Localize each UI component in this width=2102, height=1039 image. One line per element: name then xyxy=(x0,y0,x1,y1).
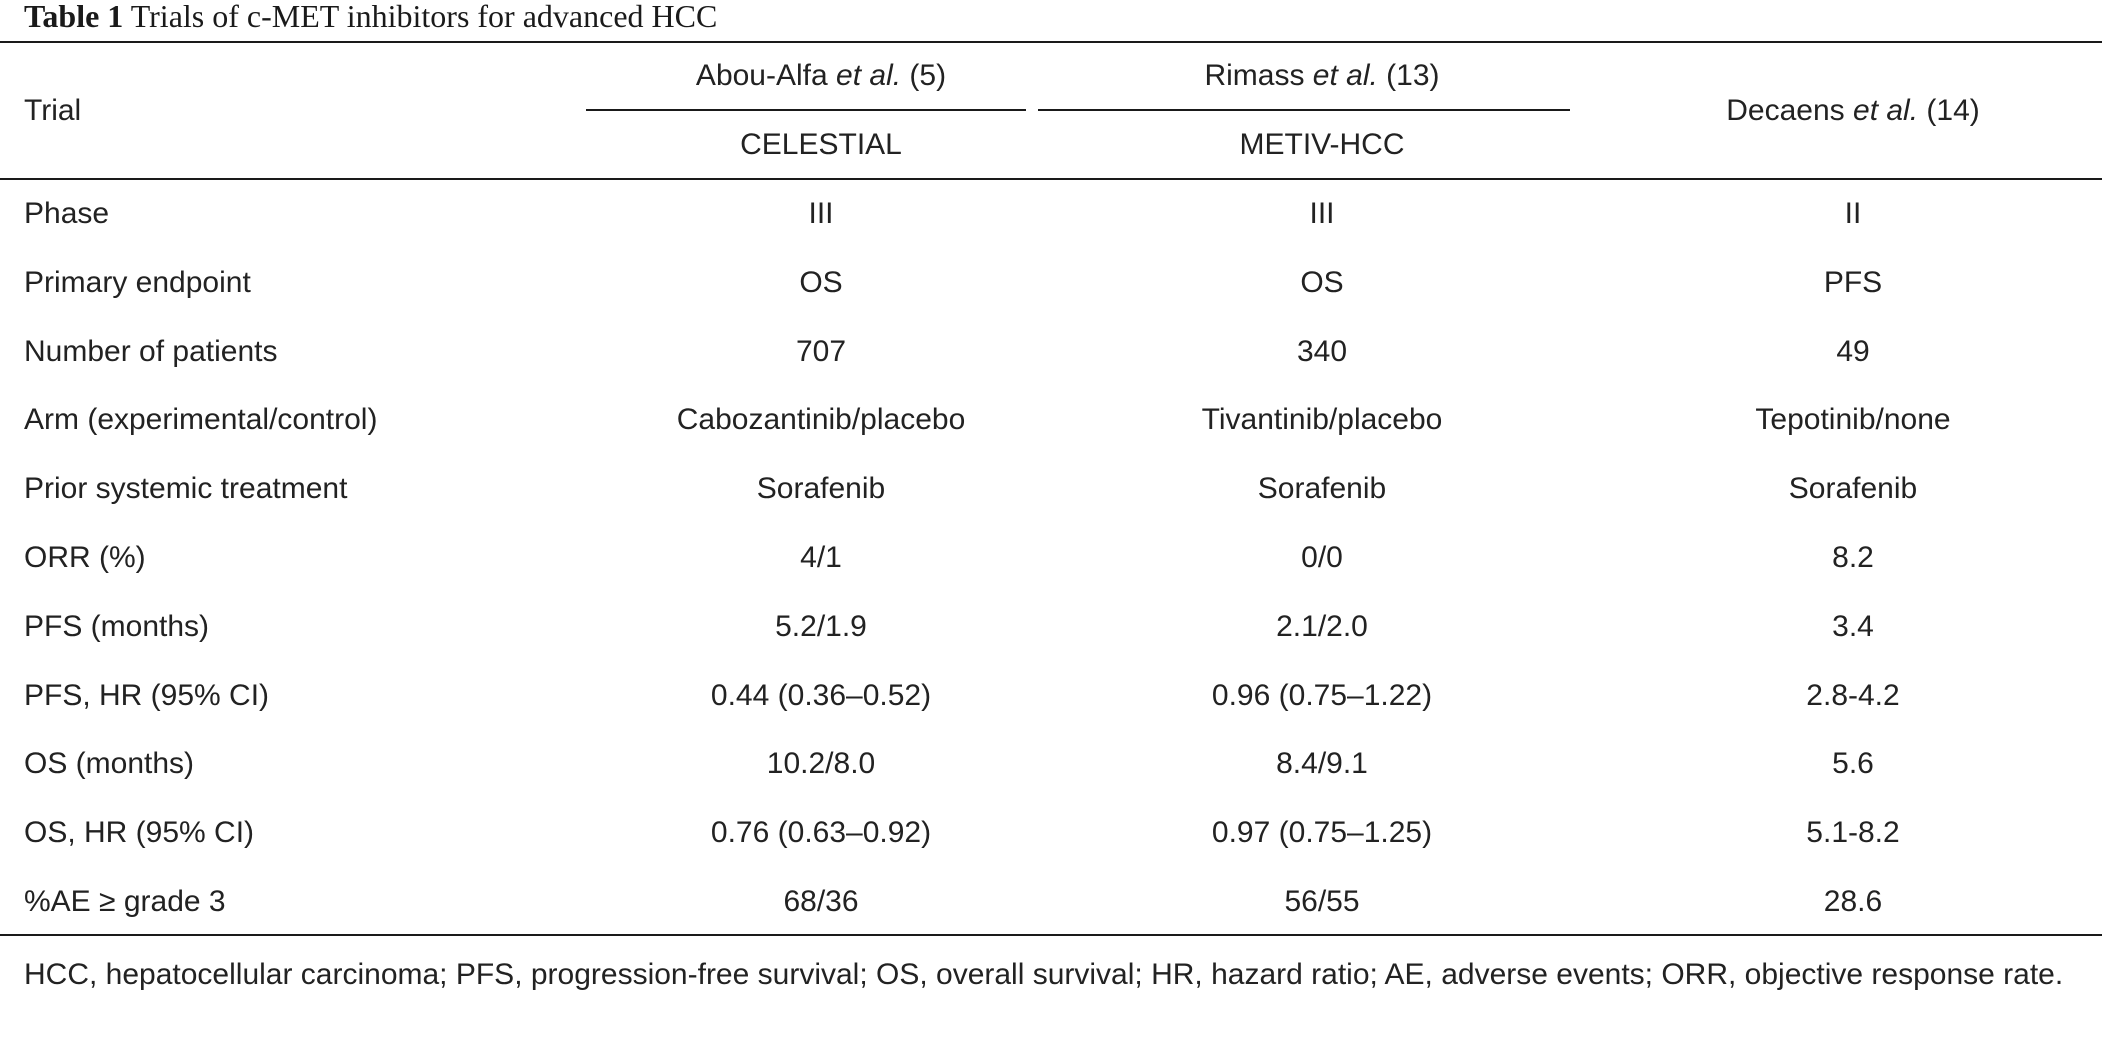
table-cell: 340 xyxy=(1296,335,1348,368)
row-label: Phase xyxy=(24,197,110,230)
table-cell: 5.6 xyxy=(1832,747,1874,780)
header-col2-citation: Rimass et al. (13) xyxy=(1204,58,1439,94)
table-cell: 0.96 (0.75–1.22) xyxy=(1211,679,1433,712)
table-caption-text: Trials of c-MET inhibitors for advanced … xyxy=(123,0,718,34)
table-cell: PFS xyxy=(1823,266,1883,299)
table-cell: Tepotinib/none xyxy=(1755,403,1951,436)
row-label: PFS (months) xyxy=(24,610,210,643)
table-cell: 28.6 xyxy=(1823,885,1883,918)
table-cell: 0.44 (0.36–0.52) xyxy=(710,679,932,712)
table-cell: III xyxy=(1309,197,1335,230)
table-cell: II xyxy=(1844,197,1862,230)
table-cell: 5.1-8.2 xyxy=(1806,816,1900,849)
table-cell: Sorafenib xyxy=(1257,472,1387,505)
table-cell: Sorafenib xyxy=(756,472,886,505)
table-cell: 56/55 xyxy=(1284,885,1360,918)
table-cell: 2.8-4.2 xyxy=(1806,679,1900,712)
table-cell: 5.2/1.9 xyxy=(775,610,867,643)
table-cell: 3.4 xyxy=(1832,610,1874,643)
table-cell: 0/0 xyxy=(1301,541,1343,574)
table-top-rule xyxy=(0,41,2102,43)
table-cell: 8.4/9.1 xyxy=(1276,747,1368,780)
header-col2-span-rule xyxy=(1038,109,1570,111)
table-caption: Table 1 Trials of c-MET inhibitors for a… xyxy=(24,0,717,35)
header-col2-ref: (13) xyxy=(1377,59,1440,92)
header-col1-trial: CELESTIAL xyxy=(740,128,902,161)
table-footnote: HCC, hepatocellular carcinoma; PFS, prog… xyxy=(24,958,2064,991)
table-cell: 4/1 xyxy=(800,541,842,574)
header-col2-trial: METIV-HCC xyxy=(1239,128,1405,161)
table-cell: III xyxy=(808,197,834,230)
row-label: Number of patients xyxy=(24,335,278,368)
row-label: Arm (experimental/control) xyxy=(24,403,378,436)
row-label: ORR (%) xyxy=(24,541,146,574)
row-label: Prior systemic treatment xyxy=(24,472,348,505)
header-row-label: Trial xyxy=(24,94,82,127)
row-label: %AE ≥ grade 3 xyxy=(24,885,226,918)
table-cell: 707 xyxy=(795,335,847,368)
header-col1-author: Abou-Alfa xyxy=(695,59,837,92)
row-label: OS, HR (95% CI) xyxy=(24,816,255,849)
table-cell: OS xyxy=(799,266,843,299)
header-col1-ref: (5) xyxy=(901,59,947,92)
table-cell: 2.1/2.0 xyxy=(1276,610,1368,643)
table-cell: 0.76 (0.63–0.92) xyxy=(710,816,932,849)
table-bottom-rule xyxy=(0,934,2102,936)
table-cell: 49 xyxy=(1836,335,1870,368)
table-cell: 10.2/8.0 xyxy=(766,747,876,780)
row-label: OS (months) xyxy=(24,747,195,780)
header-col3-ref: (14) xyxy=(1918,94,1980,127)
table-cell: 8.2 xyxy=(1832,541,1874,574)
row-label: PFS, HR (95% CI) xyxy=(24,679,270,712)
header-col2-author: Rimass xyxy=(1204,59,1313,92)
table-caption-label: Table 1 xyxy=(24,0,124,34)
table-cell: Sorafenib xyxy=(1788,472,1918,505)
header-col1-citation: Abou-Alfa et al. (5) xyxy=(696,58,946,94)
header-col1-span-rule xyxy=(586,109,1026,111)
table-cell: OS xyxy=(1300,266,1344,299)
header-col2-etal: et al. xyxy=(1312,59,1378,92)
row-label: Primary endpoint xyxy=(24,266,251,299)
table-cell: 0.97 (0.75–1.25) xyxy=(1211,816,1433,849)
table-header-rule xyxy=(0,178,2102,180)
header-col3-etal: et al. xyxy=(1853,94,1919,127)
header-col3-citation: Decaens et al. (14) xyxy=(1726,93,1979,129)
table-cell: Cabozantinib/placebo xyxy=(676,403,966,436)
table-cell: 68/36 xyxy=(783,885,859,918)
header-col1-etal: et al. xyxy=(836,59,902,92)
header-col3-author: Decaens xyxy=(1726,94,1854,127)
table-cell: Tivantinib/placebo xyxy=(1201,403,1443,436)
